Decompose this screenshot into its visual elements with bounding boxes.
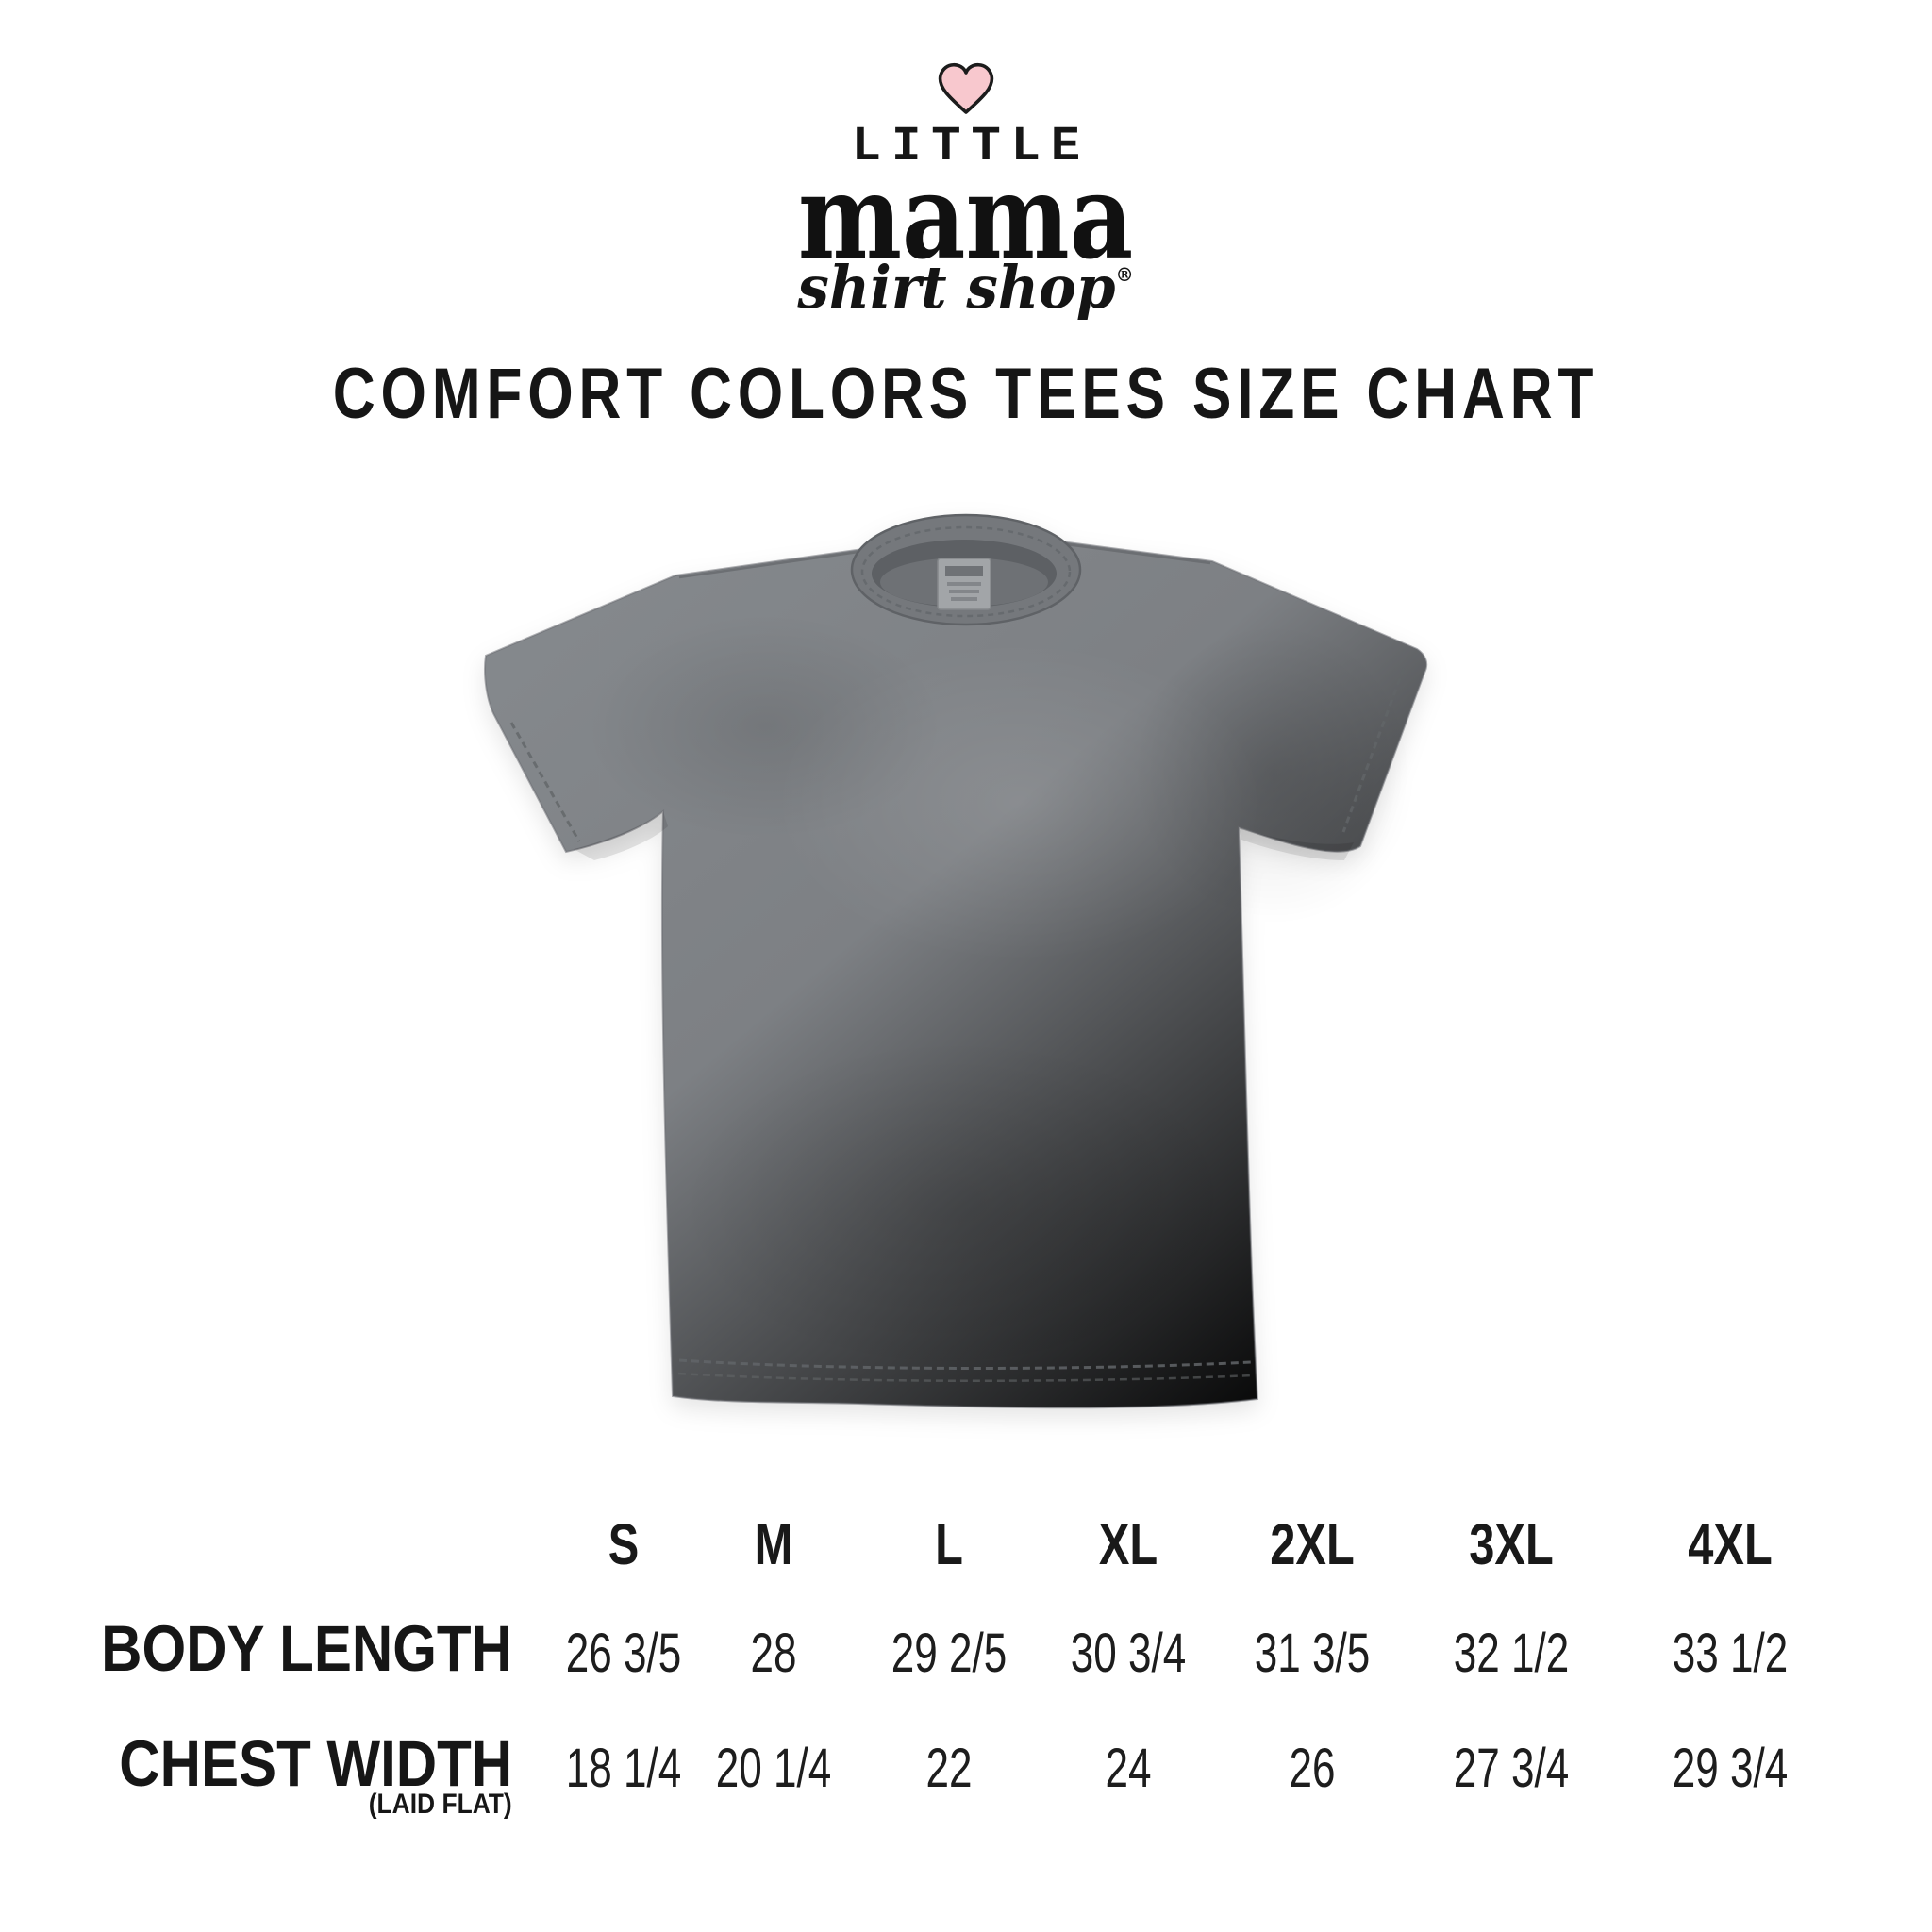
page-title: COMFORT COLORS TEES SIZE CHART [193, 358, 1738, 430]
body-length-4xl: 33 1/2 [1672, 1623, 1789, 1684]
chest-width-2xl: 26 [1289, 1738, 1336, 1799]
logo-shirt-shop-text: shirt shop [797, 253, 1116, 323]
page-title-text: COMFORT COLORS TEES SIZE CHART [332, 354, 1600, 434]
size-col-3xl: 3XL [1469, 1512, 1554, 1576]
body-length-2xl: 31 3/5 [1254, 1623, 1371, 1684]
bottom-hem-stitch [678, 1358, 1252, 1370]
row-sublabel-laid-flat: (LAID FLAT) [368, 1789, 512, 1820]
left-sleeve-stitch [509, 722, 581, 842]
logo-word-little: LITTLE [851, 119, 1091, 175]
chest-width-xl: 24 [1105, 1738, 1152, 1799]
body-length-s: 26 3/5 [565, 1623, 682, 1684]
tshirt-image [484, 513, 1428, 1409]
shade-lower-body [679, 1038, 1245, 1377]
bottom-hem-stitch-2 [677, 1372, 1254, 1382]
logo-word-shirt-shop: shirt shop® [798, 258, 1134, 317]
chest-width-4xl: 29 3/4 [1672, 1738, 1789, 1799]
shadow-left-underarm [574, 811, 668, 860]
chest-width-s: 18 1/4 [565, 1738, 682, 1799]
size-col-m: M [754, 1512, 793, 1576]
heart-icon [938, 62, 994, 114]
right-shoulder-seam [1065, 542, 1211, 565]
collar-stitch [860, 525, 1072, 618]
registered-trademark: ® [1115, 263, 1135, 287]
body-length-3xl: 32 1/2 [1453, 1623, 1570, 1684]
row-label-chest-width: CHEST WIDTH [119, 1727, 512, 1800]
body-length-xl: 30 3/4 [1070, 1623, 1187, 1684]
chest-width-m: 20 1/4 [715, 1738, 832, 1799]
size-col-s: S [608, 1512, 640, 1576]
chest-width-l: 22 [925, 1738, 973, 1799]
size-col-xl: XL [1098, 1512, 1158, 1576]
left-shoulder-seam [678, 549, 866, 579]
size-col-2xl: 2XL [1270, 1512, 1355, 1576]
chest-width-3xl: 27 3/4 [1453, 1738, 1570, 1799]
highlight-chest [774, 641, 1264, 962]
right-sleeve-stitch [1341, 667, 1406, 833]
size-col-l: L [935, 1512, 963, 1576]
shadow-right-underarm [1239, 827, 1354, 860]
brand-logo: LITTLE mama shirt shop® [0, 60, 1932, 317]
body-length-l: 29 2/5 [891, 1623, 1008, 1684]
size-col-4xl: 4XL [1688, 1512, 1773, 1576]
body-length-m: 28 [750, 1623, 797, 1684]
logo-word-mama: mama [798, 149, 1134, 286]
row-label-body-length: BODY LENGTH [101, 1612, 512, 1685]
neck-tag [937, 558, 991, 610]
tshirt-photo [453, 491, 1453, 1434]
